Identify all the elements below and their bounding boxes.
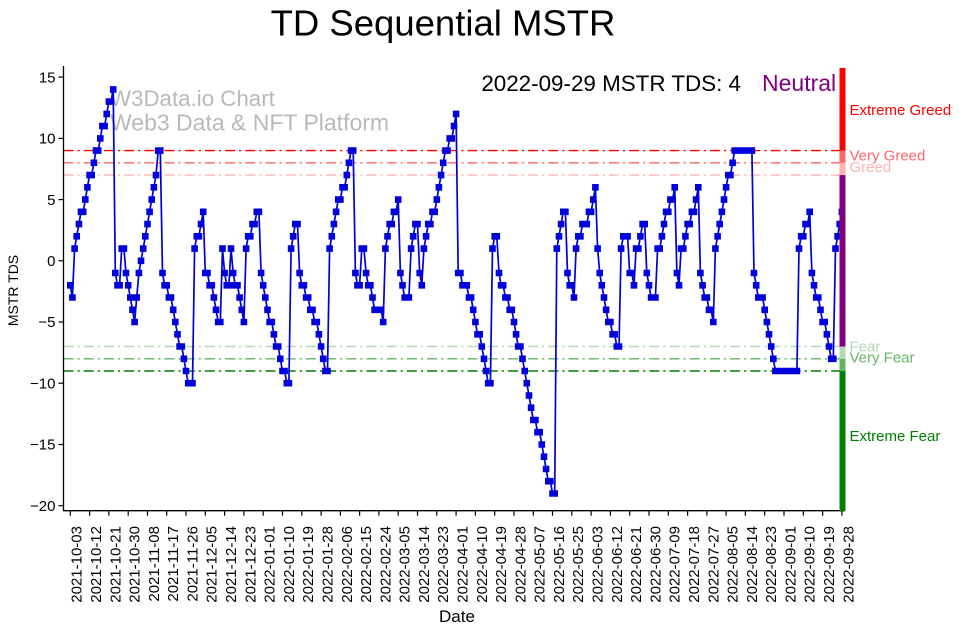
svg-text:2021-11-26: 2021-11-26 <box>184 526 201 602</box>
svg-text:−10: −10 <box>30 375 55 392</box>
svg-text:2022-06-12: 2022-06-12 <box>609 526 626 603</box>
svg-text:Greed: Greed <box>850 159 892 176</box>
svg-text:2021-11-08: 2021-11-08 <box>146 526 163 602</box>
svg-text:2022-08-05: 2022-08-05 <box>724 526 741 603</box>
svg-text:Web3 Data & NFT Platform: Web3 Data & NFT Platform <box>110 110 389 136</box>
svg-text:5: 5 <box>47 192 55 209</box>
svg-text:2022-01-10: 2022-01-10 <box>281 526 298 603</box>
svg-text:2022-05-07: 2022-05-07 <box>532 526 549 603</box>
svg-text:Extreme Greed: Extreme Greed <box>850 102 952 119</box>
svg-text:2022-08-14: 2022-08-14 <box>744 526 761 603</box>
svg-text:2022-02-06: 2022-02-06 <box>339 526 356 603</box>
svg-text:2021-11-17: 2021-11-17 <box>165 526 182 602</box>
svg-text:Extreme Fear: Extreme Fear <box>850 428 941 445</box>
svg-text:2022-02-24: 2022-02-24 <box>377 526 394 603</box>
svg-text:10: 10 <box>39 131 56 148</box>
svg-text:2021-10-03: 2021-10-03 <box>69 526 86 603</box>
svg-text:Fear: Fear <box>850 339 881 356</box>
svg-text:2021-12-14: 2021-12-14 <box>223 526 240 603</box>
svg-text:2022-04-19: 2022-04-19 <box>493 526 510 603</box>
svg-text:2022-07-09: 2022-07-09 <box>667 526 684 603</box>
svg-text:−5: −5 <box>38 314 55 331</box>
svg-text:2022-09-01: 2022-09-01 <box>782 526 799 603</box>
svg-text:2022-05-25: 2022-05-25 <box>570 526 587 603</box>
svg-text:2022-01-19: 2022-01-19 <box>300 526 317 603</box>
svg-text:2022-09-10: 2022-09-10 <box>802 526 819 603</box>
svg-text:2022-06-03: 2022-06-03 <box>589 526 606 603</box>
svg-text:TD Sequential MSTR: TD Sequential MSTR <box>271 3 616 44</box>
svg-text:Date: Date <box>439 607 475 626</box>
svg-text:2022-09-29 MSTR TDS: 4: 2022-09-29 MSTR TDS: 4 <box>481 71 741 96</box>
svg-text:2022-03-23: 2022-03-23 <box>435 526 452 603</box>
svg-text:2022-06-21: 2022-06-21 <box>628 526 645 603</box>
svg-text:Neutral: Neutral <box>762 70 836 96</box>
svg-text:−20: −20 <box>30 498 55 515</box>
svg-text:2022-05-16: 2022-05-16 <box>551 526 568 603</box>
svg-text:2022-09-19: 2022-09-19 <box>821 526 838 603</box>
svg-text:2021-12-23: 2021-12-23 <box>242 526 259 603</box>
svg-text:2022-04-01: 2022-04-01 <box>454 526 471 603</box>
svg-text:0: 0 <box>47 253 55 270</box>
svg-text:2022-06-30: 2022-06-30 <box>647 526 664 603</box>
svg-text:2022-04-28: 2022-04-28 <box>512 526 529 603</box>
svg-text:2022-09-28: 2022-09-28 <box>840 526 857 603</box>
svg-text:15: 15 <box>39 69 56 86</box>
svg-text:2022-01-28: 2022-01-28 <box>319 526 336 603</box>
svg-text:MSTR TDS: MSTR TDS <box>5 255 21 326</box>
svg-text:2022-02-15: 2022-02-15 <box>358 526 375 603</box>
svg-text:−15: −15 <box>30 437 55 454</box>
svg-text:Very Greed: Very Greed <box>850 148 926 165</box>
svg-text:2021-10-30: 2021-10-30 <box>127 526 144 603</box>
svg-text:2021-10-21: 2021-10-21 <box>107 526 124 603</box>
svg-text:W3Data.io Chart: W3Data.io Chart <box>110 86 276 111</box>
svg-text:2022-01-01: 2022-01-01 <box>262 526 279 603</box>
svg-text:2022-03-14: 2022-03-14 <box>416 526 433 603</box>
svg-text:2021-12-05: 2021-12-05 <box>204 526 221 603</box>
svg-text:2022-07-18: 2022-07-18 <box>686 526 703 603</box>
svg-text:2022-07-27: 2022-07-27 <box>705 526 722 603</box>
svg-text:2022-08-23: 2022-08-23 <box>763 526 780 603</box>
svg-text:2022-03-05: 2022-03-05 <box>397 526 414 603</box>
svg-text:Very Fear: Very Fear <box>850 350 915 367</box>
svg-text:2022-04-10: 2022-04-10 <box>474 526 491 603</box>
svg-text:2021-10-12: 2021-10-12 <box>88 526 105 603</box>
